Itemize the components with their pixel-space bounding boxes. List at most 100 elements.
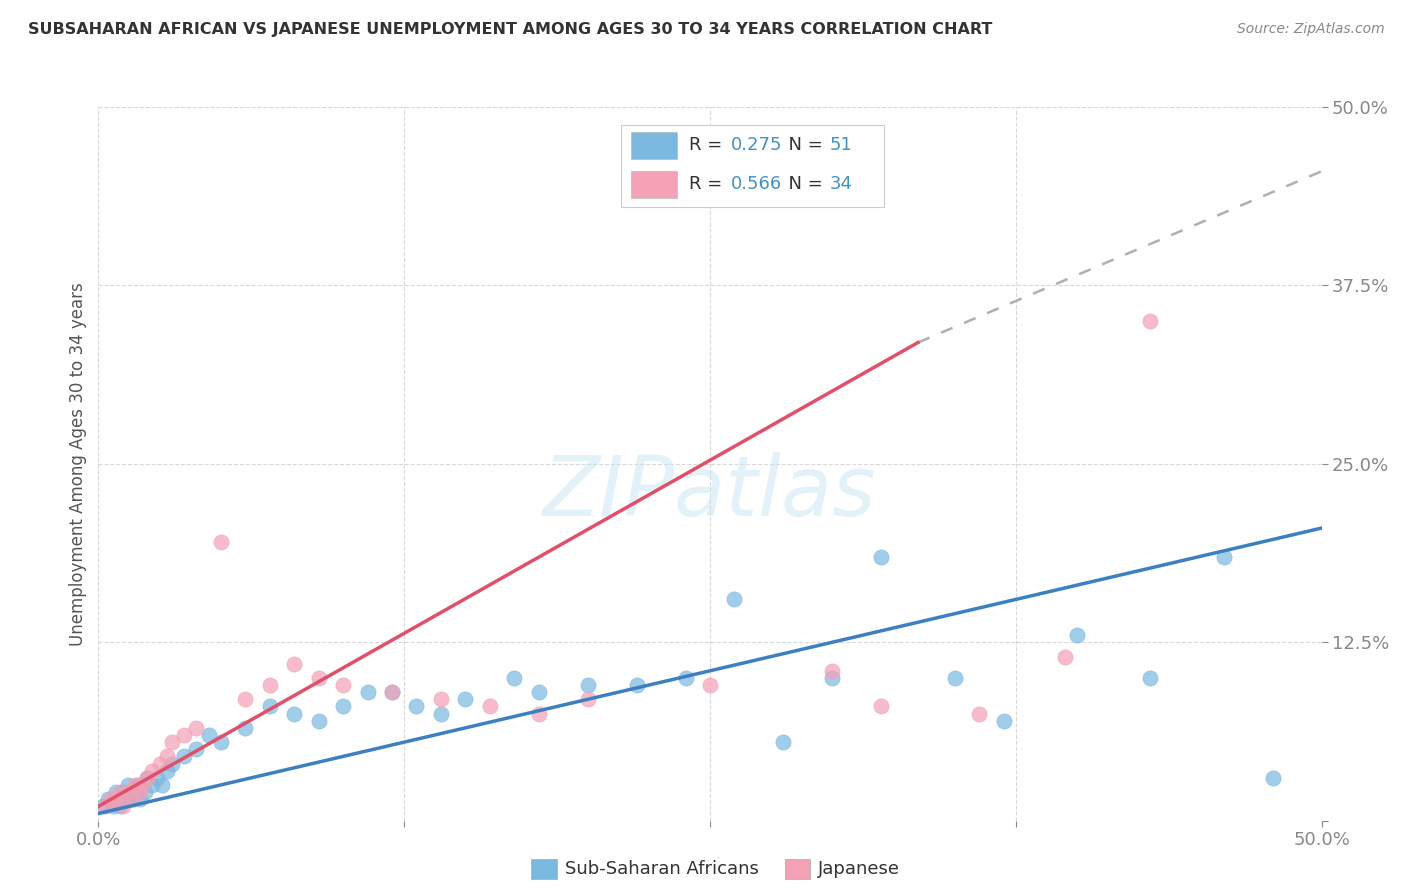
Point	[141, 764, 163, 778]
Text: Source: ZipAtlas.com: Source: ZipAtlas.com	[1237, 22, 1385, 37]
Point	[160, 735, 183, 749]
Point	[870, 699, 893, 714]
Point	[107, 792, 129, 806]
Point	[308, 671, 330, 685]
Point	[478, 699, 501, 714]
Point	[156, 749, 179, 764]
Point	[121, 792, 143, 806]
Point	[129, 792, 152, 806]
Point	[967, 706, 990, 721]
Point	[197, 728, 219, 742]
Point	[136, 771, 159, 785]
Point	[1261, 771, 1284, 785]
Point	[101, 799, 124, 814]
Point	[1139, 671, 1161, 685]
Point	[405, 699, 427, 714]
Point	[1053, 649, 1076, 664]
Point	[117, 785, 139, 799]
Point	[120, 785, 142, 799]
Point	[156, 764, 179, 778]
Point	[576, 692, 599, 706]
Point	[993, 714, 1015, 728]
Point	[110, 785, 132, 799]
Point	[503, 671, 526, 685]
Point	[150, 778, 173, 792]
Point	[430, 706, 453, 721]
Point	[149, 756, 172, 771]
Point	[97, 792, 120, 806]
Point	[131, 778, 153, 792]
Point	[110, 799, 132, 814]
Point	[111, 785, 134, 799]
Point	[259, 699, 281, 714]
Text: 0.275: 0.275	[731, 136, 782, 153]
Point	[100, 792, 122, 806]
Point	[141, 778, 163, 792]
Point	[124, 785, 146, 799]
Point	[173, 728, 195, 742]
Point	[576, 678, 599, 692]
Point	[283, 706, 305, 721]
Point	[626, 678, 648, 692]
Text: N =: N =	[778, 136, 828, 153]
Point	[381, 685, 404, 699]
Point	[121, 792, 143, 806]
Point	[1212, 549, 1234, 564]
Point	[943, 671, 966, 685]
Text: R =: R =	[689, 136, 728, 153]
Point	[1066, 628, 1088, 642]
Point	[381, 685, 404, 699]
Text: ZIPatlas: ZIPatlas	[543, 452, 877, 533]
Point	[129, 785, 152, 799]
Point	[356, 685, 378, 699]
Point	[111, 799, 134, 814]
Point	[527, 706, 550, 721]
Text: 51: 51	[830, 136, 853, 153]
Point	[821, 671, 844, 685]
Point	[454, 692, 477, 706]
Text: N =: N =	[778, 175, 828, 193]
Point	[209, 535, 232, 549]
Point	[114, 792, 136, 806]
Point	[94, 799, 117, 814]
Text: SUBSAHARAN AFRICAN VS JAPANESE UNEMPLOYMENT AMONG AGES 30 TO 34 YEARS CORRELATIO: SUBSAHARAN AFRICAN VS JAPANESE UNEMPLOYM…	[28, 22, 993, 37]
Point	[308, 714, 330, 728]
Text: 34: 34	[830, 175, 853, 193]
Point	[332, 678, 354, 692]
Text: 0.566: 0.566	[731, 175, 782, 193]
Point	[259, 678, 281, 692]
Point	[173, 749, 195, 764]
Point	[1139, 314, 1161, 328]
FancyBboxPatch shape	[620, 125, 884, 207]
FancyBboxPatch shape	[630, 132, 678, 159]
Point	[233, 721, 256, 735]
Text: R =: R =	[689, 175, 728, 193]
Point	[283, 657, 305, 671]
Point	[124, 778, 146, 792]
Point	[430, 692, 453, 706]
Point	[131, 778, 153, 792]
Point	[91, 799, 114, 814]
Point	[723, 592, 745, 607]
Point	[186, 742, 208, 756]
Point	[104, 785, 127, 799]
Point	[233, 692, 256, 706]
Point	[127, 778, 149, 792]
Point	[160, 756, 183, 771]
Point	[527, 685, 550, 699]
FancyBboxPatch shape	[630, 171, 678, 198]
Point	[675, 671, 697, 685]
Point	[186, 721, 208, 735]
Point	[146, 771, 169, 785]
Point	[699, 678, 721, 692]
Point	[104, 792, 127, 806]
Point	[209, 735, 232, 749]
Y-axis label: Unemployment Among Ages 30 to 34 years: Unemployment Among Ages 30 to 34 years	[69, 282, 87, 646]
Point	[821, 664, 844, 678]
Point	[136, 771, 159, 785]
Point	[772, 735, 794, 749]
Text: Sub-Saharan Africans: Sub-Saharan Africans	[565, 860, 759, 878]
Point	[117, 778, 139, 792]
Point	[134, 785, 156, 799]
Point	[870, 549, 893, 564]
